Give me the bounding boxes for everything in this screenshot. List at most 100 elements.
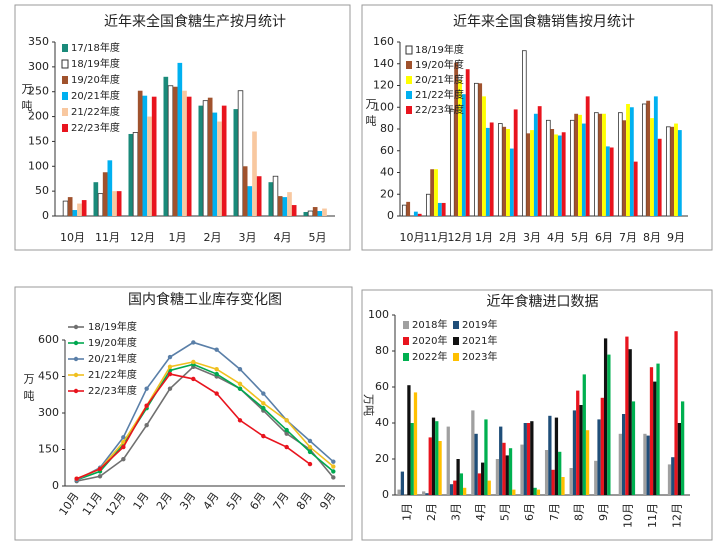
legend-label: 22/23年度 [71,121,120,134]
bar [576,390,580,495]
y-tick-label: 20 [375,452,389,465]
legend-label: 2023年 [462,350,497,363]
legend-swatch [62,44,68,52]
x-tick-label: 5月 [309,231,327,244]
x-tick-label: 12月 [103,490,128,518]
legend-swatch [61,59,69,69]
bar [62,200,69,217]
bar [526,133,531,216]
x-tick-label: 8月 [643,231,661,244]
chart-title: 近年来全国食糖生产按月统计 [104,13,286,30]
bar [505,455,509,495]
bar [603,338,608,495]
bar [471,410,475,495]
bar [473,82,479,217]
bar [81,200,87,216]
x-tick-label: 2月 [204,231,222,244]
bar [674,331,678,495]
bar [509,148,514,216]
bar [557,135,562,216]
legend-label: 18/19年度 [415,43,464,56]
bar [277,196,283,216]
x-tick-label: 8月 [572,503,585,521]
bar [72,210,78,216]
bar [633,161,638,216]
legend-label: 21/22年度 [71,105,120,118]
line-marker [121,457,126,462]
bar [530,130,534,216]
x-tick-label: 7月 [619,231,637,244]
bar [247,186,253,216]
line-marker [121,444,126,450]
bar [674,123,678,216]
y-tick-label: 150 [28,134,49,147]
legend-label: 2020年 [412,334,447,347]
y-tick-label: 80 [375,344,389,357]
bar [631,401,636,495]
bar [422,491,426,495]
bar [137,90,143,216]
series-line [76,365,334,482]
line-marker [191,376,196,382]
x-tick-label: 2月 [499,231,517,244]
legend-label: 19/20年度 [88,336,137,349]
x-tick-label: 1月 [475,231,493,244]
legend-label: 20/21年度 [88,352,137,365]
bar [512,489,516,495]
bar [435,421,439,495]
y-tick-label: 60 [380,144,394,157]
y-tick-label: 200 [28,110,49,123]
bar [441,202,446,216]
line-marker [214,391,219,396]
y-tick-label: 140 [373,57,394,70]
y-tick-label: 100 [28,159,49,172]
bar [582,374,586,495]
x-tick-label: 3月 [177,490,198,512]
legend-swatch [406,106,412,114]
bar [430,169,435,216]
bar [649,367,654,495]
bar [546,119,551,217]
y-axis-label: 万吨 [364,98,377,132]
x-tick-label: 3月 [523,231,541,244]
y-tick-label: 20 [380,187,394,200]
legend-label: 19/20年度 [71,73,120,86]
bar [502,442,506,495]
bar [163,76,169,216]
x-tick-label: 12月 [671,503,684,528]
bar [646,435,650,495]
x-tick-label: 3月 [449,503,462,521]
bar [461,94,466,216]
bar [642,103,647,217]
legend-marker [73,388,79,394]
bar [478,83,483,216]
line-marker [307,449,313,455]
x-tick-label: 5月 [499,503,512,521]
x-tick-label: 7月 [548,503,561,521]
bar [677,423,681,495]
line-marker [237,381,243,386]
bar [167,85,174,217]
x-tick-label: 6月 [247,490,268,512]
bar [434,169,438,216]
bar [650,118,654,216]
bar [456,459,460,495]
x-tick-label: 11月 [424,231,449,244]
y-tick-label: 0 [42,209,49,222]
bar [643,433,647,495]
bar [425,193,431,217]
bar [413,211,418,216]
bar [628,349,632,495]
x-tick-label: 7月 [271,490,292,512]
bar [233,109,239,216]
legend-marker [73,356,79,362]
x-tick-label: 11月 [646,503,659,528]
legend-label: 17/18年度 [71,41,120,54]
line-marker [261,391,266,396]
bar [561,132,566,216]
legend-label: 19/20年度 [415,58,464,71]
bar [410,423,414,495]
bar [397,489,401,495]
bar [282,197,288,216]
bar [554,134,558,216]
